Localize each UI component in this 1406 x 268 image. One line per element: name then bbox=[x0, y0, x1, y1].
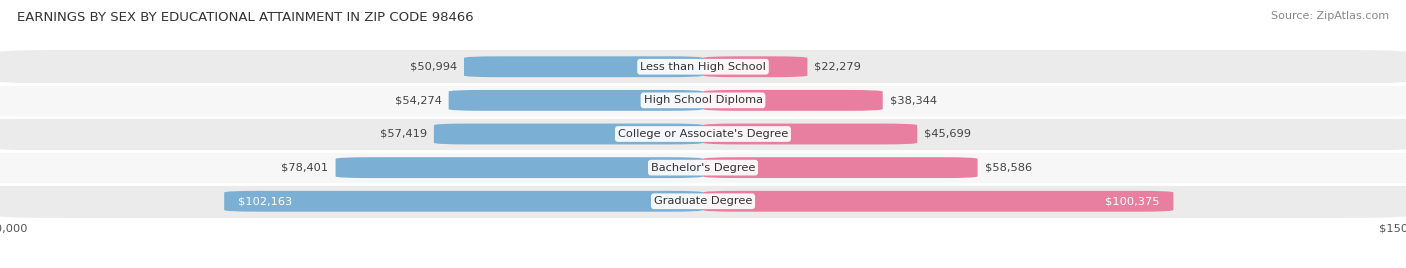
Text: $54,274: $54,274 bbox=[395, 95, 441, 105]
FancyBboxPatch shape bbox=[703, 124, 917, 144]
FancyBboxPatch shape bbox=[336, 157, 703, 178]
Text: $78,401: $78,401 bbox=[281, 163, 329, 173]
FancyBboxPatch shape bbox=[434, 124, 703, 144]
FancyBboxPatch shape bbox=[0, 151, 1406, 184]
Text: Bachelor's Degree: Bachelor's Degree bbox=[651, 163, 755, 173]
FancyBboxPatch shape bbox=[703, 56, 807, 77]
Text: High School Diploma: High School Diploma bbox=[644, 95, 762, 105]
Text: $57,419: $57,419 bbox=[380, 129, 427, 139]
FancyBboxPatch shape bbox=[449, 90, 703, 111]
Text: $22,279: $22,279 bbox=[814, 62, 862, 72]
FancyBboxPatch shape bbox=[0, 117, 1406, 151]
Text: $50,994: $50,994 bbox=[411, 62, 457, 72]
FancyBboxPatch shape bbox=[224, 191, 703, 212]
FancyBboxPatch shape bbox=[703, 191, 1174, 212]
FancyBboxPatch shape bbox=[0, 84, 1406, 117]
Text: EARNINGS BY SEX BY EDUCATIONAL ATTAINMENT IN ZIP CODE 98466: EARNINGS BY SEX BY EDUCATIONAL ATTAINMEN… bbox=[17, 11, 474, 24]
Text: Source: ZipAtlas.com: Source: ZipAtlas.com bbox=[1271, 11, 1389, 21]
Text: $58,586: $58,586 bbox=[984, 163, 1032, 173]
Text: $45,699: $45,699 bbox=[924, 129, 972, 139]
FancyBboxPatch shape bbox=[0, 50, 1406, 84]
FancyBboxPatch shape bbox=[703, 157, 977, 178]
FancyBboxPatch shape bbox=[464, 56, 703, 77]
Text: College or Associate's Degree: College or Associate's Degree bbox=[617, 129, 789, 139]
Text: $102,163: $102,163 bbox=[238, 196, 292, 206]
Text: $100,375: $100,375 bbox=[1105, 196, 1160, 206]
Text: $38,344: $38,344 bbox=[890, 95, 936, 105]
FancyBboxPatch shape bbox=[0, 184, 1406, 218]
FancyBboxPatch shape bbox=[703, 90, 883, 111]
Text: Less than High School: Less than High School bbox=[640, 62, 766, 72]
Text: Graduate Degree: Graduate Degree bbox=[654, 196, 752, 206]
